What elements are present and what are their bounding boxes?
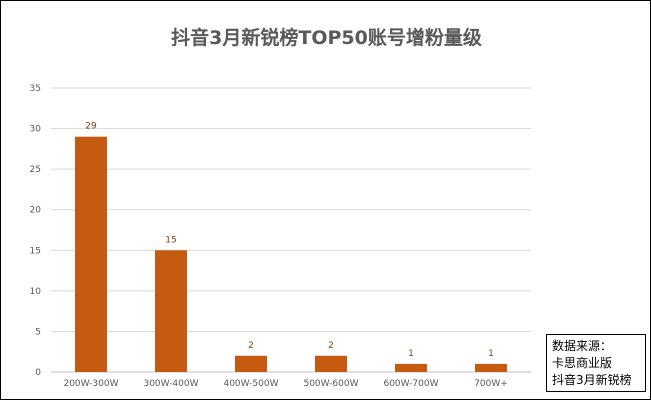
- data-label: 2: [328, 341, 334, 351]
- x-tick-label: 400W-500W: [223, 379, 278, 389]
- y-tick-label: 5: [35, 327, 41, 337]
- y-tick-label: 35: [30, 84, 41, 94]
- y-tick-label: 10: [30, 287, 42, 297]
- y-tick-label: 0: [35, 368, 41, 378]
- data-label: 1: [408, 349, 414, 359]
- bar: [315, 355, 347, 372]
- x-tick-label: 600W-700W: [383, 379, 438, 389]
- bar: [235, 355, 267, 372]
- y-tick-label: 25: [30, 165, 41, 175]
- data-label: 29: [85, 122, 97, 132]
- x-tick-label: 200W-300W: [63, 379, 118, 389]
- x-tick-label: 500W-600W: [303, 379, 358, 389]
- source-note-line-1: 数据来源：: [552, 339, 613, 353]
- chart-title: 抖音3月新锐榜TOP50账号增粉量级: [171, 27, 482, 49]
- data-label: 2: [248, 341, 254, 351]
- bar: [75, 136, 107, 372]
- y-tick-label: 15: [30, 246, 41, 256]
- bar: [475, 363, 507, 372]
- source-note-line-3: 抖音3月新锐榜: [552, 373, 632, 387]
- y-tick-label: 20: [30, 206, 42, 216]
- source-note-line-2: 卡思商业版: [552, 356, 613, 370]
- data-label: 1: [488, 349, 494, 359]
- x-tick-label: 700W+: [474, 379, 508, 389]
- bar: [155, 250, 187, 372]
- data-label: 15: [165, 235, 176, 245]
- y-tick-label: 30: [30, 125, 42, 135]
- x-tick-label: 300W-400W: [143, 379, 198, 389]
- source-note: 数据来源： 卡思商业版 抖音3月新锐榜: [546, 334, 646, 392]
- bar: [395, 363, 427, 372]
